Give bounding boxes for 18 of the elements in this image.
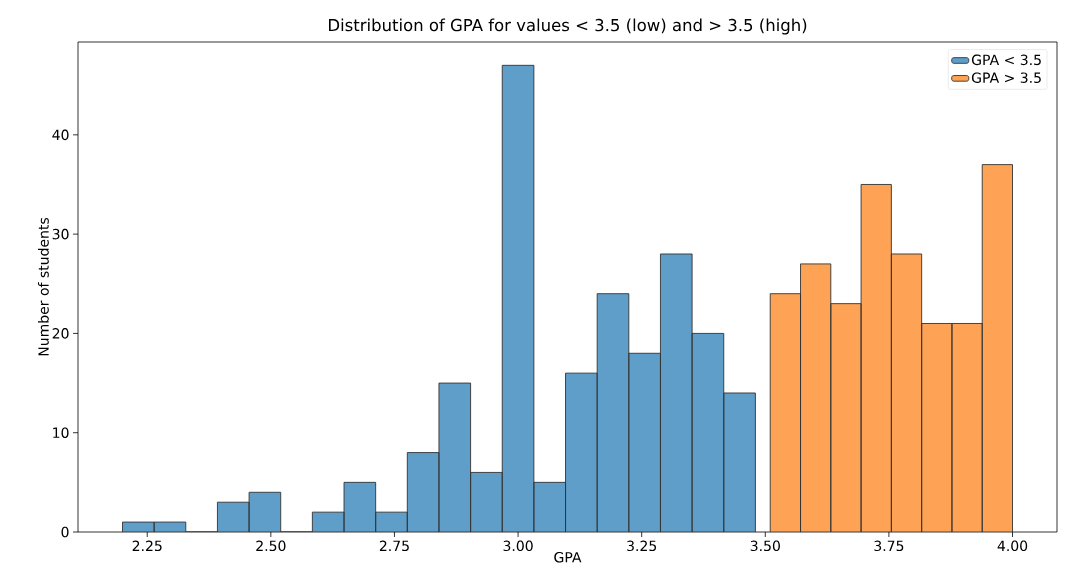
- x-tick-label: 2.75: [379, 540, 409, 552]
- x-tick-label: 3.50: [750, 540, 780, 552]
- x-tick-label: 3.75: [874, 540, 904, 552]
- x-tick-label: 3.25: [627, 540, 657, 552]
- x-tick-label: 2.25: [132, 540, 162, 552]
- legend-label: GPA < 3.5: [971, 54, 1041, 66]
- y-axis-title: Number of students: [37, 217, 49, 356]
- x-tick-label: 4.00: [997, 540, 1028, 552]
- y-tick-label: 30: [52, 228, 69, 240]
- x-tick-label: 3.00: [503, 540, 533, 552]
- legend-label: GPA > 3.5: [971, 72, 1041, 83]
- y-tick-label: 40: [52, 129, 69, 141]
- x-tick-label: 2.50: [256, 540, 286, 552]
- y-tick-label: 20: [52, 328, 69, 339]
- x-axis-title: GPA: [554, 551, 582, 563]
- chart-title: Distribution of GPA for values < 3.5 (low) and > 3.5 (high): [329, 18, 807, 35]
- y-tick-label: 0: [61, 526, 69, 538]
- y-tick-label: 10: [53, 427, 69, 439]
